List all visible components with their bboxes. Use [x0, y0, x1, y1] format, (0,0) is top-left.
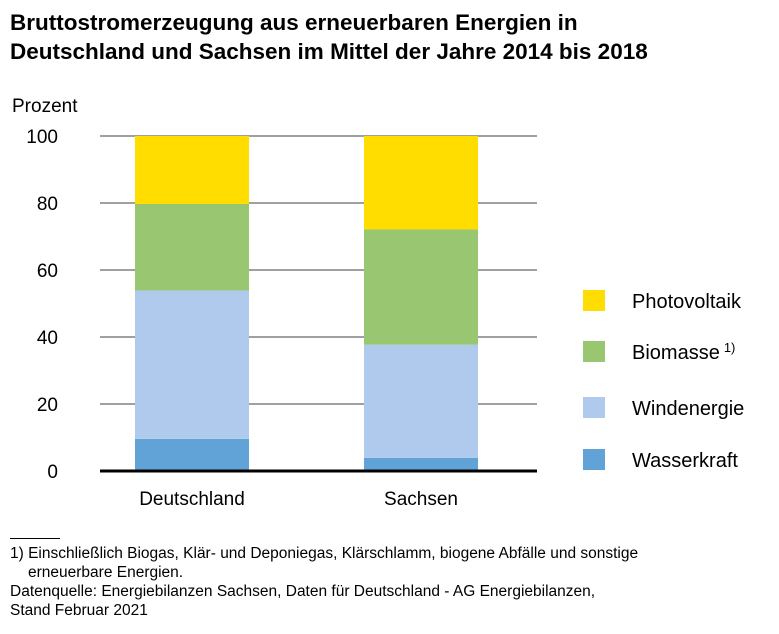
footnote-1-cont: erneuerbare Energien. [28, 564, 184, 581]
footnote-mark: 1) [724, 340, 736, 355]
footnotes: 1) Einschließlich Biogas, Klär- und Depo… [10, 544, 638, 620]
bar-segment-biomasse [135, 204, 249, 291]
y-axis-label: Prozent [12, 96, 78, 117]
legend-swatch [583, 449, 605, 470]
y-tick-label: 100 [26, 127, 58, 148]
bar-segment-biomasse [364, 229, 478, 345]
footnote-1: 1) Einschließlich Biogas, Klär- und Depo… [10, 545, 639, 562]
title-line-2: Deutschland und Sachsen im Mittel der Ja… [10, 39, 648, 64]
legend-swatch [583, 341, 605, 362]
bar-segment-windenergie [135, 290, 249, 439]
source-note-cont: Stand Februar 2021 [10, 602, 148, 619]
y-tick-label: 0 [47, 462, 58, 483]
chart-title: Bruttostromerzeugung aus erneuerbaren En… [10, 8, 770, 66]
footnote-divider [10, 538, 60, 539]
bar-segment-photovoltaik [135, 136, 249, 205]
legend-swatch [583, 290, 605, 311]
bar-segment-wasserkraft [364, 457, 478, 471]
legend-label: Windenergie [632, 398, 744, 420]
source-note: Datenquelle: Energiebilanzen Sachsen, Da… [10, 583, 596, 600]
legend-label: Wasserkraft [632, 450, 738, 472]
bar-segment-windenergie [364, 344, 478, 458]
bar-segment-wasserkraft [135, 438, 249, 471]
legend-label: Biomasse 1) [632, 340, 735, 364]
title-line-1: Bruttostromerzeugung aus erneuerbaren En… [10, 10, 578, 35]
x-tick-label: Deutschland [139, 489, 245, 510]
y-tick-label: 20 [37, 395, 58, 416]
x-tick-label: Sachsen [384, 489, 458, 510]
y-tick-label: 60 [37, 261, 58, 282]
y-tick-label: 40 [37, 328, 58, 349]
y-tick-label: 80 [37, 194, 58, 215]
legend-swatch [583, 397, 605, 418]
legend-label: Photovoltaik [632, 291, 742, 313]
bar-segment-photovoltaik [364, 136, 478, 230]
